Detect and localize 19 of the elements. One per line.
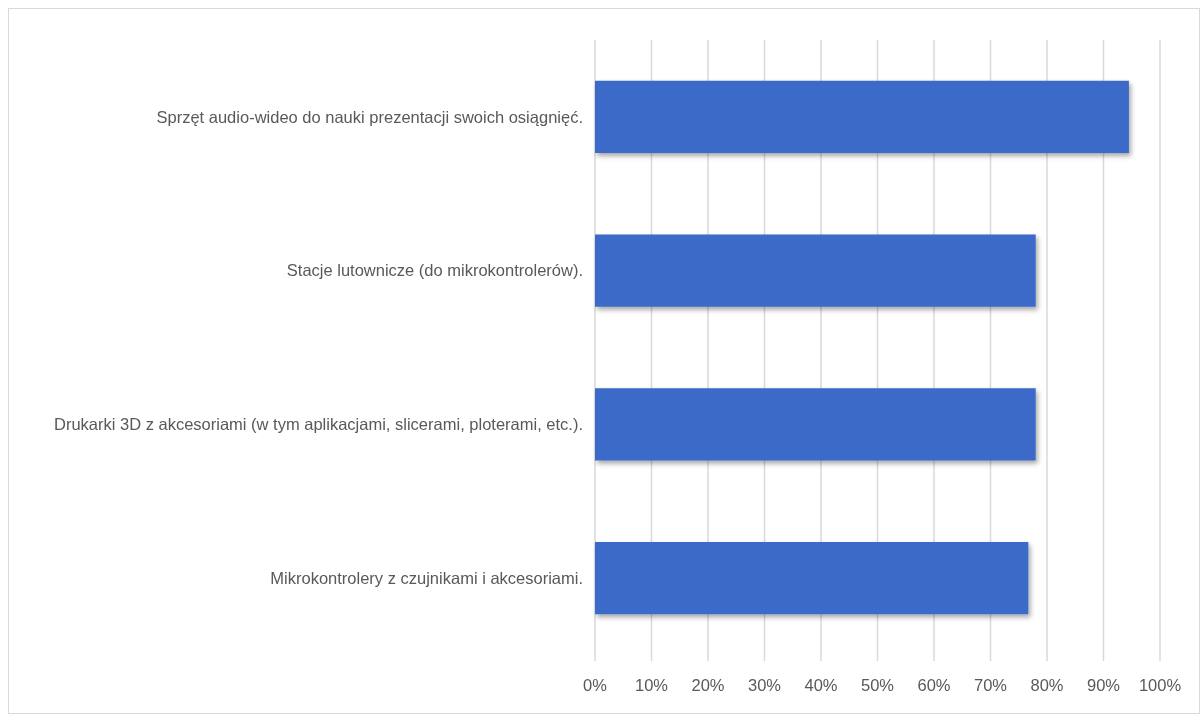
x-tick-label: 0%	[583, 676, 608, 694]
y-tick-label: Stacje lutownicze (do mikrokontrolerów).	[286, 261, 583, 280]
x-tick-label: 10%	[634, 676, 669, 694]
bar	[595, 388, 1036, 461]
y-tick-label: Drukarki 3D z akcesoriami (w tym aplikacjami, slicerami, ploterami, etc.).	[53, 415, 583, 434]
x-tick-label: 20%	[691, 676, 725, 694]
x-tick-label: 100%	[1138, 676, 1182, 694]
x-tick-label: 30%	[747, 676, 782, 694]
bar	[595, 234, 1036, 307]
x-tick-label: 70%	[973, 676, 1008, 694]
bar	[595, 541, 1029, 615]
x-tick-label: 90%	[1086, 676, 1121, 694]
x-tick-label: 40%	[804, 676, 838, 694]
x-tick-label: 60%	[917, 676, 951, 694]
x-tick-label: 50%	[860, 676, 895, 694]
bar	[595, 80, 1129, 154]
y-tick-label: Mikrokontrolery z czujnikami i akcesoriami.	[270, 568, 583, 587]
x-tick-label: 80%	[1030, 676, 1064, 694]
y-tick-label: Sprzęt audio-wideo do nauki prezentacji swoich osiągnięć.	[156, 107, 583, 126]
